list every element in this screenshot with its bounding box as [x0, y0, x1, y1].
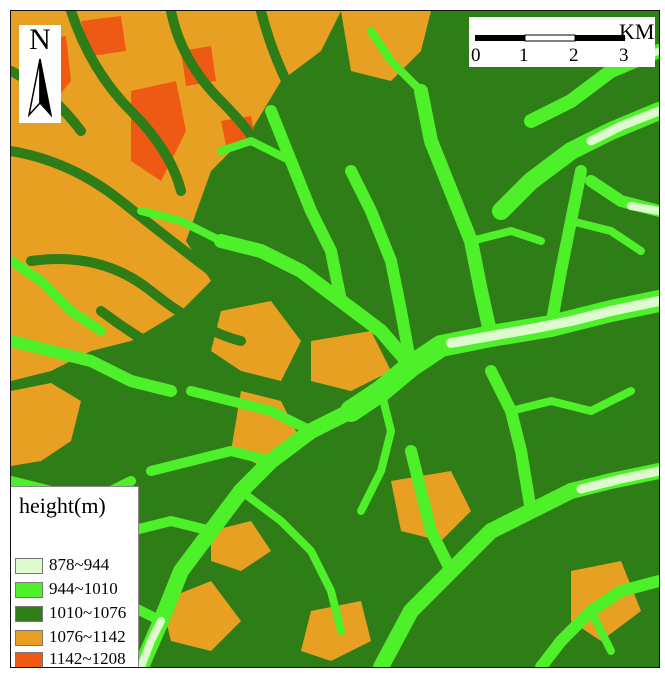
ridge-zones — [11, 11, 641, 661]
legend-item: 1142~1208 — [15, 649, 137, 668]
legend-swatch — [15, 582, 43, 598]
legend-label: 878~944 — [49, 555, 110, 574]
scale-tick-1: 1 — [519, 45, 529, 66]
legend-item: 878~944 — [15, 555, 137, 575]
north-arrow: N — [19, 23, 61, 123]
north-label: N — [29, 23, 51, 56]
legend-swatch — [15, 558, 43, 574]
scale-bar: KM 0 1 2 3 — [469, 17, 655, 67]
legend-label: 1076~1142 — [49, 627, 126, 646]
legend-item: 944~1010 — [15, 579, 137, 599]
legend-item: 1076~1142 — [15, 627, 137, 647]
legend-label: 944~1010 — [49, 579, 118, 598]
scale-tick-2: 2 — [569, 45, 579, 66]
elevation-raster — [11, 11, 659, 667]
legend-title: height(m) — [19, 493, 106, 518]
legend-label: 1010~1076 — [49, 603, 127, 622]
legend: height(m) 878~944 944~1010 1010~1076 107… — [11, 486, 139, 668]
scale-tick-3: 3 — [619, 45, 629, 66]
scale-unit: KM — [619, 19, 655, 44]
scale-tick-0: 0 — [471, 45, 481, 66]
legend-swatch — [15, 630, 43, 646]
legend-swatch — [15, 652, 43, 667]
mid-slope-channels — [11, 11, 336, 366]
legend-item: 1010~1076 — [15, 603, 137, 623]
legend-label: 1142~1208 — [49, 649, 126, 668]
legend-swatch — [15, 606, 43, 622]
scale-bar-graphic — [475, 34, 625, 42]
north-arrow-icon — [27, 58, 53, 118]
elevation-map: N KM 0 1 2 3 height(m) 878~944 944~1010 … — [10, 10, 660, 668]
